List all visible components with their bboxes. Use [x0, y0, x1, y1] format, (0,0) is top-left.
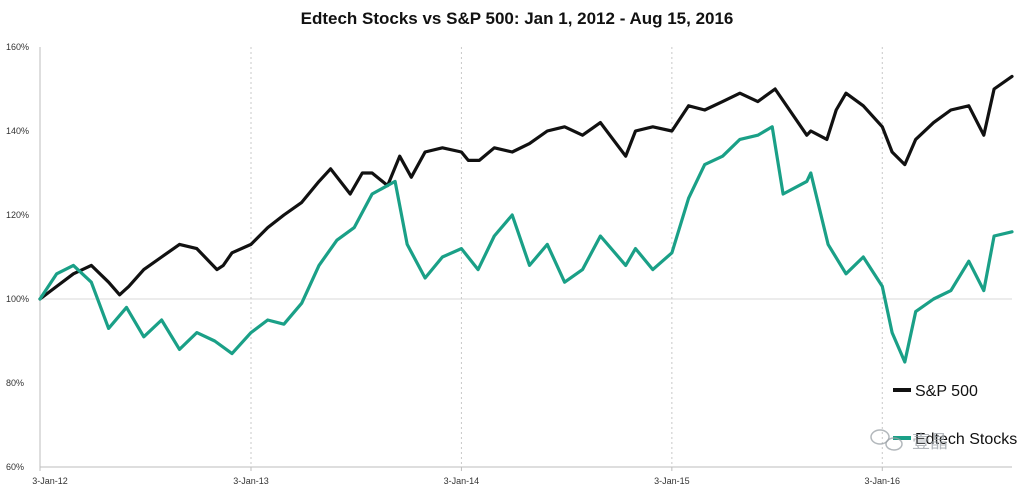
x-tick-label: 3-Jan-16	[865, 476, 901, 486]
x-tick-label: 3-Jan-12	[32, 476, 68, 486]
x-tick-label: 3-Jan-13	[233, 476, 269, 486]
series-line-sp500	[38, 74, 1014, 301]
y-tick-label: 60%	[6, 462, 24, 472]
y-tick-label: 80%	[6, 378, 24, 388]
chat-bubble-icon	[870, 429, 903, 451]
y-tick-label: 140%	[6, 126, 29, 136]
watermark: 壹晶	[870, 429, 948, 453]
x-tick-label: 3-Jan-15	[654, 476, 690, 486]
chart-title: Edtech Stocks vs S&P 500: Jan 1, 2012 - …	[301, 9, 734, 28]
watermark-text: 壹晶	[912, 432, 948, 453]
axes: 60% 80% 100% 120% 140% 160% 3-Jan-12 3-Jan-13 3-…	[6, 42, 1012, 486]
y-tick-label: 100%	[6, 294, 29, 304]
legend: S&P 500 Edtech Stocks	[893, 383, 1017, 448]
series-layer	[38, 74, 1014, 364]
y-tick-label: 120%	[6, 210, 29, 220]
legend-label: S&P 500	[915, 383, 978, 400]
series-line-edtech	[38, 125, 1014, 364]
legend-label: Edtech Stocks	[915, 431, 1017, 448]
x-tick-label: 3-Jan-14	[444, 476, 480, 486]
gridlines	[40, 47, 1012, 467]
y-tick-label: 160%	[6, 42, 29, 52]
